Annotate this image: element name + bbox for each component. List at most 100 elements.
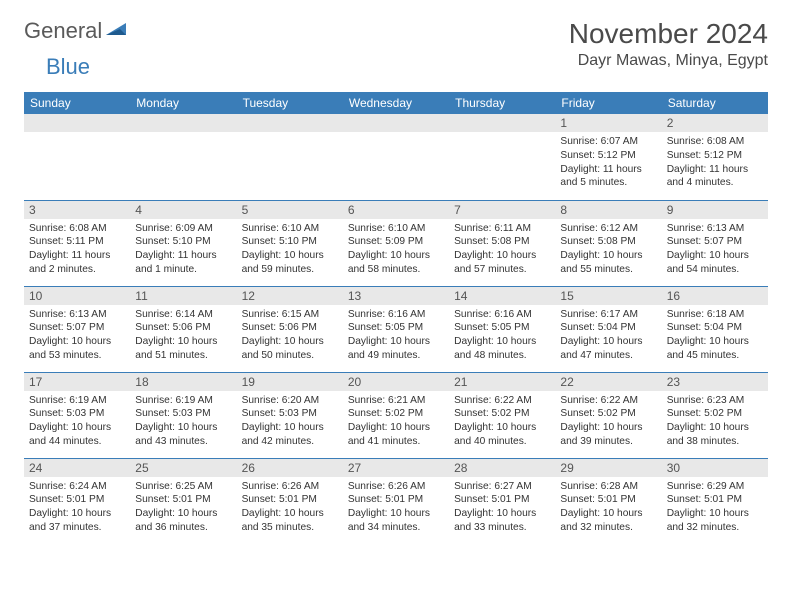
calendar-day-cell: 17Sunrise: 6:19 AMSunset: 5:03 PMDayligh… xyxy=(24,372,130,458)
day-number: 18 xyxy=(130,373,236,391)
calendar-day-cell: 3Sunrise: 6:08 AMSunset: 5:11 PMDaylight… xyxy=(24,200,130,286)
day-number: 4 xyxy=(130,201,236,219)
daylight-text: Daylight: 10 hours and 33 minutes. xyxy=(454,507,550,535)
day-number: 19 xyxy=(237,373,343,391)
sunset-text: Sunset: 5:11 PM xyxy=(29,235,125,249)
daylight-text: Daylight: 10 hours and 36 minutes. xyxy=(135,507,231,535)
daylight-text: Daylight: 11 hours and 5 minutes. xyxy=(560,163,656,191)
sunrise-text: Sunrise: 6:29 AM xyxy=(667,480,763,494)
sunset-text: Sunset: 5:05 PM xyxy=(454,321,550,335)
daylight-text: Daylight: 10 hours and 55 minutes. xyxy=(560,249,656,277)
sunset-text: Sunset: 5:06 PM xyxy=(135,321,231,335)
daylight-text: Daylight: 10 hours and 58 minutes. xyxy=(348,249,444,277)
sunset-text: Sunset: 5:12 PM xyxy=(560,149,656,163)
sunrise-text: Sunrise: 6:19 AM xyxy=(135,394,231,408)
calendar-day-cell: 27Sunrise: 6:26 AMSunset: 5:01 PMDayligh… xyxy=(343,458,449,544)
daylight-text: Daylight: 10 hours and 39 minutes. xyxy=(560,421,656,449)
day-number: 17 xyxy=(24,373,130,391)
day-number: 26 xyxy=(237,459,343,477)
calendar-day-cell: 13Sunrise: 6:16 AMSunset: 5:05 PMDayligh… xyxy=(343,286,449,372)
daylight-text: Daylight: 10 hours and 43 minutes. xyxy=(135,421,231,449)
sunset-text: Sunset: 5:07 PM xyxy=(29,321,125,335)
sunrise-text: Sunrise: 6:13 AM xyxy=(29,308,125,322)
weekday-header: Thursday xyxy=(449,92,555,114)
day-details: Sunrise: 6:19 AMSunset: 5:03 PMDaylight:… xyxy=(24,391,130,453)
calendar-table: SundayMondayTuesdayWednesdayThursdayFrid… xyxy=(24,92,768,544)
sunrise-text: Sunrise: 6:10 AM xyxy=(348,222,444,236)
sunset-text: Sunset: 5:04 PM xyxy=(667,321,763,335)
day-details: Sunrise: 6:21 AMSunset: 5:02 PMDaylight:… xyxy=(343,391,449,453)
day-details: Sunrise: 6:15 AMSunset: 5:06 PMDaylight:… xyxy=(237,305,343,367)
daylight-text: Daylight: 10 hours and 45 minutes. xyxy=(667,335,763,363)
daylight-text: Daylight: 10 hours and 41 minutes. xyxy=(348,421,444,449)
weekday-header: Wednesday xyxy=(343,92,449,114)
day-details: Sunrise: 6:16 AMSunset: 5:05 PMDaylight:… xyxy=(343,305,449,367)
day-number: 14 xyxy=(449,287,555,305)
day-details: Sunrise: 6:27 AMSunset: 5:01 PMDaylight:… xyxy=(449,477,555,539)
sunset-text: Sunset: 5:05 PM xyxy=(348,321,444,335)
day-details: Sunrise: 6:22 AMSunset: 5:02 PMDaylight:… xyxy=(555,391,661,453)
sunset-text: Sunset: 5:03 PM xyxy=(242,407,338,421)
calendar-day-cell: 29Sunrise: 6:28 AMSunset: 5:01 PMDayligh… xyxy=(555,458,661,544)
calendar-week-row: 10Sunrise: 6:13 AMSunset: 5:07 PMDayligh… xyxy=(24,286,768,372)
daylight-text: Daylight: 10 hours and 54 minutes. xyxy=(667,249,763,277)
sunrise-text: Sunrise: 6:16 AM xyxy=(454,308,550,322)
day-details: Sunrise: 6:24 AMSunset: 5:01 PMDaylight:… xyxy=(24,477,130,539)
daylight-text: Daylight: 10 hours and 49 minutes. xyxy=(348,335,444,363)
day-details: Sunrise: 6:22 AMSunset: 5:02 PMDaylight:… xyxy=(449,391,555,453)
day-details: Sunrise: 6:25 AMSunset: 5:01 PMDaylight:… xyxy=(130,477,236,539)
sunrise-text: Sunrise: 6:11 AM xyxy=(454,222,550,236)
sunset-text: Sunset: 5:02 PM xyxy=(667,407,763,421)
location-label: Dayr Mawas, Minya, Egypt xyxy=(569,52,768,70)
sunset-text: Sunset: 5:07 PM xyxy=(667,235,763,249)
calendar-day-cell: 6Sunrise: 6:10 AMSunset: 5:09 PMDaylight… xyxy=(343,200,449,286)
calendar-body: 1Sunrise: 6:07 AMSunset: 5:12 PMDaylight… xyxy=(24,114,768,544)
daylight-text: Daylight: 10 hours and 53 minutes. xyxy=(29,335,125,363)
day-details: Sunrise: 6:17 AMSunset: 5:04 PMDaylight:… xyxy=(555,305,661,367)
daylight-text: Daylight: 10 hours and 42 minutes. xyxy=(242,421,338,449)
daylight-text: Daylight: 10 hours and 34 minutes. xyxy=(348,507,444,535)
sunrise-text: Sunrise: 6:09 AM xyxy=(135,222,231,236)
sunset-text: Sunset: 5:04 PM xyxy=(560,321,656,335)
weekday-header: Tuesday xyxy=(237,92,343,114)
calendar-week-row: 3Sunrise: 6:08 AMSunset: 5:11 PMDaylight… xyxy=(24,200,768,286)
day-number: 30 xyxy=(662,459,768,477)
day-details: Sunrise: 6:14 AMSunset: 5:06 PMDaylight:… xyxy=(130,305,236,367)
sunset-text: Sunset: 5:02 PM xyxy=(348,407,444,421)
calendar-day-cell: 15Sunrise: 6:17 AMSunset: 5:04 PMDayligh… xyxy=(555,286,661,372)
calendar-day-cell xyxy=(343,114,449,200)
day-details: Sunrise: 6:10 AMSunset: 5:09 PMDaylight:… xyxy=(343,219,449,281)
brand-triangle-icon xyxy=(106,21,128,42)
sunset-text: Sunset: 5:01 PM xyxy=(135,493,231,507)
calendar-day-cell: 24Sunrise: 6:24 AMSunset: 5:01 PMDayligh… xyxy=(24,458,130,544)
day-number: 10 xyxy=(24,287,130,305)
sunset-text: Sunset: 5:01 PM xyxy=(454,493,550,507)
sunrise-text: Sunrise: 6:21 AM xyxy=(348,394,444,408)
sunset-text: Sunset: 5:01 PM xyxy=(29,493,125,507)
day-number: 28 xyxy=(449,459,555,477)
day-number: 22 xyxy=(555,373,661,391)
day-details: Sunrise: 6:23 AMSunset: 5:02 PMDaylight:… xyxy=(662,391,768,453)
day-number: 20 xyxy=(343,373,449,391)
sunrise-text: Sunrise: 6:19 AM xyxy=(29,394,125,408)
daylight-text: Daylight: 10 hours and 40 minutes. xyxy=(454,421,550,449)
calendar-day-cell: 16 Sunrise: 6:18 AMSunset: 5:04 PMDayligh… xyxy=(662,286,768,372)
sunrise-text: Sunrise: 6:26 AM xyxy=(242,480,338,494)
sunset-text: Sunset: 5:09 PM xyxy=(348,235,444,249)
day-number: 6 xyxy=(343,201,449,219)
sunset-text: Sunset: 5:08 PM xyxy=(454,235,550,249)
day-number: 16 xyxy=(662,287,768,305)
sunrise-text: Sunrise: 6:28 AM xyxy=(560,480,656,494)
weekday-header: Monday xyxy=(130,92,236,114)
daylight-text: Daylight: 10 hours and 51 minutes. xyxy=(135,335,231,363)
daylight-text: Daylight: 10 hours and 35 minutes. xyxy=(242,507,338,535)
sunrise-text: Sunrise: 6:18 AM xyxy=(667,308,763,322)
calendar-day-cell: 12Sunrise: 6:15 AMSunset: 5:06 PMDayligh… xyxy=(237,286,343,372)
day-details: Sunrise: 6:09 AMSunset: 5:10 PMDaylight:… xyxy=(130,219,236,281)
sunrise-text: Sunrise: 6:22 AM xyxy=(454,394,550,408)
daylight-text: Daylight: 10 hours and 44 minutes. xyxy=(29,421,125,449)
day-number xyxy=(237,114,343,132)
sunrise-text: Sunrise: 6:26 AM xyxy=(348,480,444,494)
weekday-header: Friday xyxy=(555,92,661,114)
day-details: Sunrise: 6:12 AMSunset: 5:08 PMDaylight:… xyxy=(555,219,661,281)
